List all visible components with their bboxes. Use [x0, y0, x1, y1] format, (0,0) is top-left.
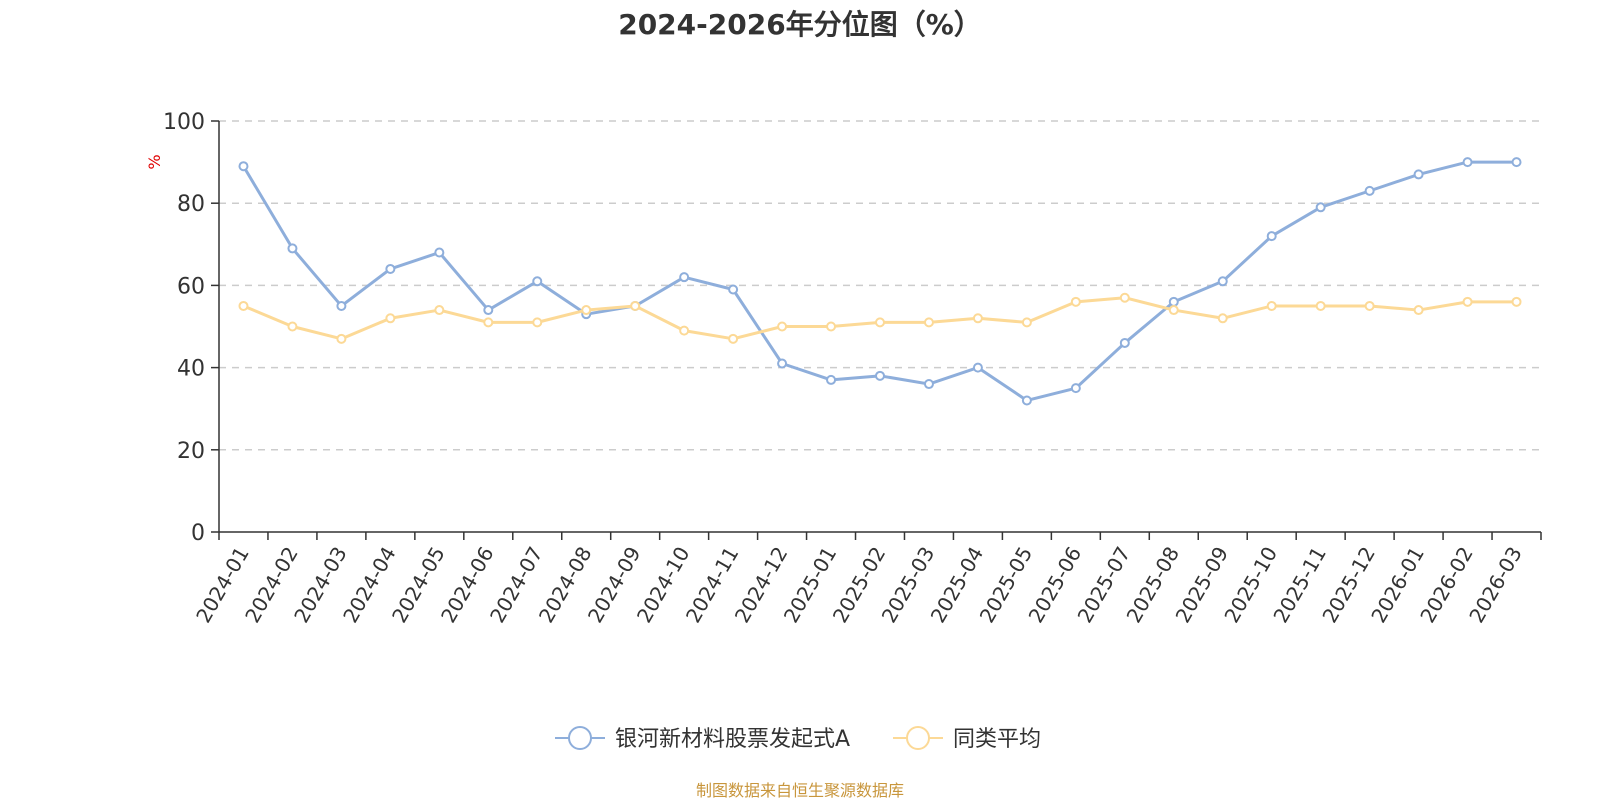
grid-lines: [219, 120, 1541, 451]
chart-title: 2024-2026年分位图（%）: [618, 8, 982, 41]
y-tick-label: 80: [177, 192, 205, 217]
data-point: [875, 317, 885, 328]
legend-label: 同类平均: [953, 727, 1041, 752]
legend-marker: [906, 726, 930, 750]
data-point: [434, 305, 445, 316]
data-point: [972, 362, 983, 373]
series-lines: [238, 157, 1522, 406]
series-line: [241, 160, 1519, 402]
data-point: [238, 300, 249, 311]
data-point: [1364, 300, 1375, 311]
data-point: [1021, 317, 1032, 328]
data-point: [728, 284, 739, 295]
data-point: [1266, 300, 1277, 311]
legend-item: 银河新材料股票发起式A: [555, 726, 850, 752]
data-point: [336, 300, 347, 311]
data-point: [1168, 296, 1179, 307]
data-point: [923, 379, 934, 390]
data-point: [923, 317, 934, 328]
data-point: [385, 313, 396, 324]
data-point: [630, 300, 641, 311]
y-tick-label: 40: [177, 357, 205, 382]
data-point: [385, 263, 396, 274]
data-point: [483, 317, 494, 328]
y-tick-label: 20: [177, 439, 205, 464]
data-point: [287, 321, 298, 332]
data-point: [1511, 157, 1522, 168]
data-point: [1021, 395, 1032, 406]
data-point: [875, 370, 885, 381]
data-point: [1413, 169, 1424, 180]
data-point: [287, 243, 298, 254]
data-point: [1511, 296, 1522, 307]
data-point: [826, 374, 837, 385]
data-point: [972, 313, 983, 324]
data-point: [1364, 185, 1375, 196]
source-note: 制图数据来自恒生聚源数据库: [696, 781, 904, 800]
data-point: [1462, 296, 1473, 307]
data-point: [1168, 305, 1179, 316]
data-point: [679, 272, 690, 283]
series-group: [238, 292, 1522, 344]
data-point: [1413, 305, 1424, 316]
data-point: [1070, 383, 1081, 394]
data-point: [1217, 313, 1228, 324]
data-point: [532, 276, 543, 287]
data-point: [1119, 292, 1130, 303]
data-point: [238, 161, 249, 172]
legend: 银河新材料股票发起式A 同类平均: [555, 726, 1041, 752]
data-point: [1315, 300, 1326, 311]
legend-marker: [568, 726, 592, 750]
data-point: [581, 305, 592, 316]
data-point: [434, 247, 445, 258]
legend-item: 同类平均: [893, 726, 1041, 752]
y-tick-label: 0: [191, 521, 205, 546]
data-point: [1217, 276, 1228, 287]
data-point: [728, 333, 739, 344]
data-point: [1070, 296, 1081, 307]
y-axis-unit: %: [145, 154, 164, 169]
data-point: [1266, 231, 1277, 242]
y-tick-label: 100: [163, 110, 205, 135]
data-point: [532, 317, 543, 328]
data-point: [777, 358, 788, 369]
data-point: [483, 305, 494, 316]
data-point: [679, 325, 690, 336]
data-point: [1462, 157, 1473, 168]
data-point: [1119, 337, 1130, 348]
axes: 0204060801002024-012024-022024-032024-04…: [163, 110, 1542, 627]
legend-label: 银河新材料股票发起式A: [615, 727, 850, 752]
data-point: [777, 321, 788, 332]
data-point: [1315, 202, 1326, 213]
data-point: [336, 333, 347, 344]
data-point: [826, 321, 837, 332]
y-tick-label: 60: [177, 274, 205, 299]
